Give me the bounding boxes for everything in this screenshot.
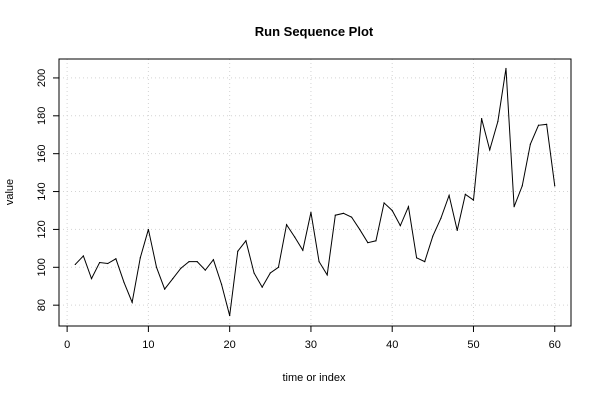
data-point	[440, 217, 442, 219]
data-point	[472, 199, 475, 201]
data-point	[204, 269, 206, 271]
data-point	[546, 123, 548, 125]
data-point	[74, 263, 76, 266]
data-point	[277, 266, 280, 268]
plot-frame	[58, 58, 572, 327]
data-point	[359, 228, 361, 231]
data-point	[302, 249, 304, 251]
data-point	[253, 272, 255, 274]
x-tick-label-4: 40	[386, 339, 398, 351]
chart-title: Run Sequence Plot	[255, 24, 374, 39]
data-point	[115, 258, 117, 260]
series-line-0	[74, 68, 556, 316]
data-point	[245, 240, 247, 242]
data-point	[326, 274, 328, 276]
data-point	[99, 261, 101, 264]
y-tick-label-2: 120	[36, 220, 48, 238]
x-tick-label-1: 10	[142, 339, 154, 351]
data-point	[342, 212, 345, 214]
data-point	[554, 185, 556, 187]
data-point	[123, 281, 125, 284]
y-axis-label: value	[4, 179, 16, 205]
data-point	[196, 261, 198, 263]
data-point	[399, 225, 401, 227]
data-point	[237, 250, 239, 252]
data-point	[481, 118, 483, 120]
y-tick-label-4: 160	[36, 145, 48, 163]
data-point	[261, 286, 263, 288]
data-point	[147, 228, 149, 231]
data-point	[497, 120, 499, 123]
data-point	[220, 283, 223, 285]
y-tick-label-6: 200	[36, 69, 48, 87]
data-point	[269, 272, 271, 274]
data-point	[229, 314, 231, 317]
data-point	[407, 206, 410, 208]
data-point	[464, 193, 466, 195]
data-point	[82, 255, 84, 257]
y-tick-label-5: 180	[36, 107, 48, 125]
data-point	[489, 149, 491, 151]
data-point	[107, 262, 109, 265]
data-point	[529, 143, 531, 145]
axes: 0 10 20 30 40 50 60 80 100 120 140 160 180 200	[36, 69, 561, 351]
series-layer	[74, 67, 556, 317]
x-tick-label-2: 20	[224, 339, 236, 351]
data-point	[456, 229, 458, 231]
data-point	[424, 261, 426, 263]
data-point	[131, 301, 133, 303]
x-tick-label-3: 30	[305, 339, 317, 351]
data-point	[294, 236, 296, 238]
data-point	[383, 202, 385, 204]
data-point	[90, 278, 93, 280]
data-point	[180, 267, 182, 269]
data-point	[537, 124, 540, 126]
x-tick-label-5: 50	[467, 339, 479, 351]
grid-lines	[59, 59, 571, 326]
data-point	[448, 194, 450, 196]
data-point	[513, 206, 515, 208]
y-tick-label-0: 80	[36, 299, 48, 311]
data-point	[432, 235, 434, 237]
data-point	[310, 211, 312, 213]
data-point	[164, 288, 166, 290]
data-point	[139, 257, 141, 259]
x-tick-label-0: 0	[64, 339, 70, 351]
data-point	[212, 259, 215, 261]
data-point	[188, 261, 190, 263]
x-tick-label-6: 60	[549, 339, 561, 351]
y-tick-label-3: 140	[36, 182, 48, 200]
data-point	[318, 261, 320, 263]
data-point	[521, 185, 523, 187]
data-point	[334, 214, 336, 216]
data-point	[350, 216, 353, 218]
x-axis-label: time or index	[283, 372, 346, 384]
data-point	[367, 242, 369, 244]
y-tick-label-1: 100	[36, 258, 48, 276]
data-point	[415, 257, 418, 259]
data-point	[285, 224, 288, 226]
data-point	[505, 67, 507, 70]
data-point	[375, 240, 377, 242]
data-point	[172, 278, 174, 280]
data-point	[391, 209, 393, 212]
data-point	[155, 266, 158, 268]
